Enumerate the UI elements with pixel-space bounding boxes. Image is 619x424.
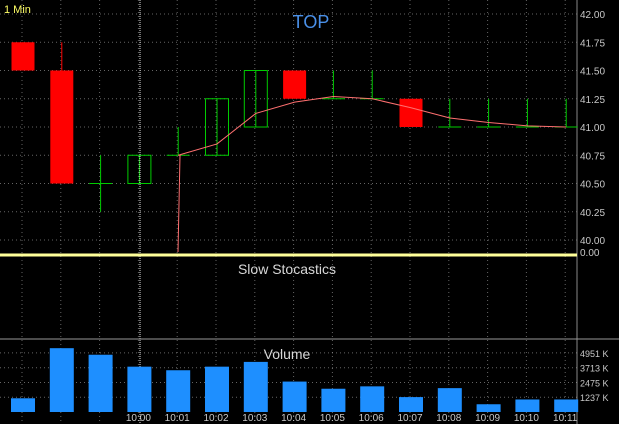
candle-body	[11, 42, 35, 71]
price-tick-label: 40.75	[580, 151, 605, 162]
candle-body	[127, 154, 152, 184]
volume-bar	[399, 397, 423, 412]
time-tick-label: 10:10	[514, 413, 539, 424]
volume-tick-label: 1237 K	[580, 393, 609, 403]
stochastics-title: Slow Stocastics	[238, 261, 336, 277]
price-tick-label: 41.50	[580, 67, 605, 78]
chart-title: TOP	[293, 12, 330, 32]
volume-tick-label: 2475 K	[580, 378, 609, 388]
volume-bar	[11, 398, 35, 412]
stochastics-tick-label: 0.00	[580, 248, 600, 259]
price-tick-label: 42.00	[580, 10, 605, 21]
timeframe-label: 1 Min	[4, 4, 31, 16]
candle-body	[243, 70, 268, 128]
time-tick-label: 10:11	[553, 413, 578, 424]
volume-tick-label: 4951 K	[580, 349, 609, 359]
price-tick-label: 40.25	[580, 208, 605, 219]
volume-bar	[476, 404, 501, 412]
time-tick-label: 10:00	[126, 413, 151, 424]
candle-body	[205, 98, 229, 156]
time-tick-label: 10:05	[320, 413, 345, 424]
volume-bar	[49, 348, 74, 412]
volume-bar	[554, 399, 579, 412]
price-panel: 42.00 41.75 41.50 41.25 41.00 40.75 40.50 40.25…	[0, 0, 605, 424]
time-tick-label: 10:02	[203, 413, 228, 424]
price-tick-label: 41.75	[580, 38, 605, 49]
volume-panel: 4951 K 3713 K 2475 K 1237 K 10:00 10:01 10:02 1…	[0, 348, 609, 424]
volume-bar	[321, 388, 346, 412]
volume-title: Volume	[264, 346, 311, 362]
time-tick-label: 10:03	[242, 413, 267, 424]
time-tick-label: 10:08	[436, 413, 461, 424]
price-tick-label: 40.50	[580, 180, 605, 191]
volume-tick-label: 3713 K	[580, 364, 609, 374]
volume-bar	[282, 381, 307, 412]
volume-bar	[205, 366, 229, 412]
time-tick-label: 10:01	[165, 413, 190, 424]
candle-body	[399, 98, 423, 127]
volume-bar	[360, 386, 385, 412]
time-tick-label: 10:07	[397, 413, 422, 424]
time-tick-label: 10:04	[281, 413, 306, 424]
time-tick-label: 10:09	[475, 413, 500, 424]
moving-average-line	[177, 95, 567, 253]
time-tick-label: 10:06	[359, 413, 384, 424]
volume-bar	[515, 399, 540, 412]
volume-bar	[127, 366, 152, 412]
volume-bar	[437, 388, 462, 412]
candle-body	[283, 70, 307, 99]
volume-bar	[243, 361, 268, 412]
price-tick-label: 41.25	[580, 95, 605, 106]
volume-bar	[88, 354, 113, 412]
price-tick-label: 41.00	[580, 123, 605, 134]
candle-body	[50, 70, 74, 184]
volume-bar	[166, 370, 191, 412]
price-tick-label: 40.00	[580, 236, 605, 247]
